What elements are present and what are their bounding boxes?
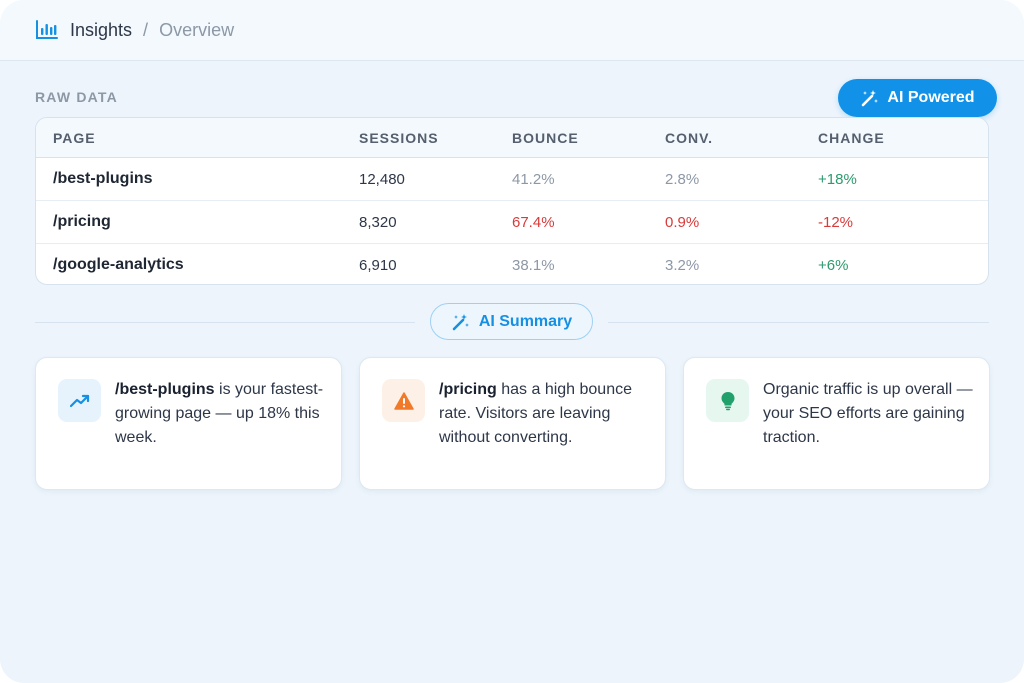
table-row[interactable]: /pricing 8,320 67.4% 0.9% -12% bbox=[36, 201, 988, 244]
table-row[interactable]: /google-analytics 6,910 38.1% 3.2% +6% bbox=[36, 244, 988, 284]
ai-powered-label: AI Powered bbox=[887, 89, 975, 106]
trending-up-icon bbox=[58, 379, 101, 422]
conv-cell: 0.9% bbox=[665, 214, 700, 231]
insight-text: /best-plugins is your fastest-growing pa… bbox=[115, 378, 325, 450]
insight-highlight: /best-plugins bbox=[115, 381, 215, 398]
insight-body: is your fastest-growing page — up 18% th… bbox=[115, 381, 324, 446]
bounce-cell: 67.4% bbox=[512, 214, 555, 231]
bounce-cell: 38.1% bbox=[512, 257, 555, 274]
sessions-cell: 8,320 bbox=[359, 214, 397, 231]
change-cell: +18% bbox=[818, 171, 857, 188]
page-cell: /google-analytics bbox=[53, 256, 184, 273]
breadcrumb-insights[interactable]: Insights bbox=[70, 19, 133, 40]
insight-text: /pricing has a high bounce rate. Visitor… bbox=[439, 378, 649, 450]
insight-card: /best-plugins is your fastest-growing pa… bbox=[35, 357, 342, 490]
raw-data-table: PAGE SESSIONS BOUNCE CONV. CHANGE /best-… bbox=[35, 117, 989, 285]
page-cell: /best-plugins bbox=[53, 170, 153, 187]
breadcrumb-separator: / bbox=[143, 19, 149, 40]
bounce-cell: 41.2% bbox=[512, 171, 555, 188]
insight-body: has a high bounce rate. Visitors are lea… bbox=[439, 381, 632, 446]
column-header-sessions: SESSIONS bbox=[359, 130, 439, 146]
divider-right bbox=[608, 322, 989, 323]
insight-card: /pricing has a high bounce rate. Visitor… bbox=[359, 357, 666, 490]
sessions-cell: 6,910 bbox=[359, 257, 397, 274]
magic-wand-icon bbox=[862, 90, 879, 107]
change-cell: +6% bbox=[818, 257, 849, 274]
column-header-bounce: BOUNCE bbox=[512, 130, 579, 146]
insight-text: Organic traffic is up overall — your SEO… bbox=[763, 378, 973, 450]
bar-chart-icon bbox=[36, 20, 58, 40]
breadcrumb-current: Overview bbox=[159, 19, 235, 40]
ai-summary-label: AI Summary bbox=[478, 312, 573, 330]
insight-card: Organic traffic is up overall — your SEO… bbox=[683, 357, 990, 490]
sessions-cell: 12,480 bbox=[359, 171, 405, 188]
header-bar: Insights / Overview bbox=[0, 0, 1024, 61]
page-cell: /pricing bbox=[53, 213, 111, 230]
ai-powered-button[interactable]: AI Powered bbox=[838, 79, 997, 117]
conv-cell: 3.2% bbox=[665, 257, 700, 274]
conv-cell: 2.8% bbox=[665, 171, 700, 188]
magic-wand-icon bbox=[452, 313, 469, 330]
insight-body: Organic traffic is up overall — your SEO… bbox=[763, 381, 973, 446]
table-row[interactable]: /best-plugins 12,480 41.2% 2.8% +18% bbox=[36, 158, 988, 201]
column-header-change: CHANGE bbox=[818, 130, 885, 146]
divider-left bbox=[35, 322, 415, 323]
column-header-conv: CONV. bbox=[665, 130, 714, 146]
insight-highlight: /pricing bbox=[439, 381, 497, 398]
column-header-page: PAGE bbox=[53, 130, 96, 146]
table-header: PAGE SESSIONS BOUNCE CONV. CHANGE bbox=[36, 118, 988, 158]
warning-icon bbox=[382, 379, 425, 422]
raw-data-label: RAW DATA bbox=[35, 89, 118, 105]
ai-summary-chip: AI Summary bbox=[430, 303, 593, 340]
lightbulb-icon bbox=[706, 379, 749, 422]
change-cell: -12% bbox=[818, 214, 854, 231]
